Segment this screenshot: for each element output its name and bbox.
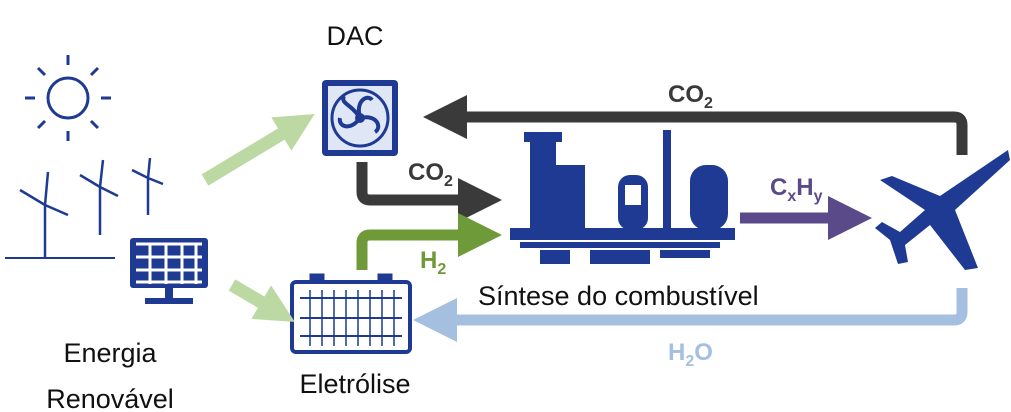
plane-icon [875,150,1010,270]
cxhy-c: C [770,174,787,201]
electrolyser-icon [290,273,412,354]
h2-base: H [420,247,437,274]
co2-top-base: CO [668,81,704,108]
h2-label: H2 [420,247,446,278]
sun-icon [25,55,111,141]
co2-mid-sub: 2 [444,173,453,190]
cxhy-h: H [796,174,813,201]
factory-icon [510,130,735,264]
h2-sub: 2 [437,261,446,278]
solar-panel [130,238,208,304]
arrow-co2-dac [356,162,502,222]
arrow-h2o [413,288,968,342]
energy-label-line2: Renovável [46,384,174,412]
cxhy-x: x [787,188,796,205]
arrow-co2-recycle [423,95,968,155]
co2-mid-base: CO [408,159,444,186]
h2o-2: 2 [685,353,694,370]
co2-top-label: CO2 [668,81,713,112]
dac-icon [322,80,398,156]
wind-turbines [5,157,164,259]
cxhy-y: y [814,188,823,205]
arrow-energy-electrolysis [228,279,295,322]
h2o-h: H [668,339,685,366]
arrow-h2 [356,213,502,270]
electrolysis-label: Eletrólise [299,369,410,399]
dac-label: DAC [326,21,383,51]
energy-label-line1: Energia [63,338,157,368]
synthesis-label: Síntese do combustível [478,281,759,311]
h2o-o: O [694,339,713,366]
h2o-label: H2O [668,339,713,370]
co2-mid-label: CO2 [408,159,453,190]
co2-top-sub: 2 [704,95,713,112]
cxhy-label: CxHy [770,174,823,205]
arrow-energy-dac [201,113,315,186]
